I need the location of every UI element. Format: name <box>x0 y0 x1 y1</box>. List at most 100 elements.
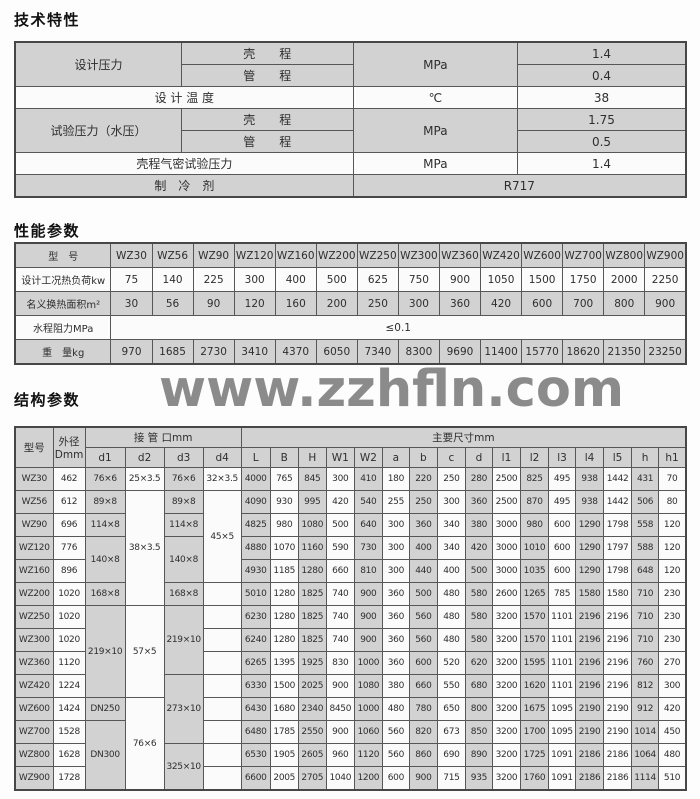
table-cell: 900 <box>353 582 383 606</box>
table-cell: 250 <box>356 291 399 316</box>
table-cell: WZ900 <box>14 766 54 791</box>
table-cell: 89×8 <box>84 490 126 514</box>
table-cell: 900 <box>438 267 482 292</box>
table-cell: 76×6 <box>163 467 204 491</box>
table-cell: 1675 <box>519 697 550 721</box>
header-cell: WZ700 <box>562 242 605 268</box>
table-cell: 400 <box>436 559 466 583</box>
table-cell: 2196 <box>603 674 633 698</box>
table-cell: 2190 <box>575 720 605 744</box>
header-cell: 外径 Dmm <box>52 426 86 468</box>
table-cell: 219×10 <box>163 605 204 675</box>
table-cell: 1580 <box>575 582 605 606</box>
table-cell: 812 <box>631 674 660 698</box>
table-cell: 410 <box>353 467 383 491</box>
table-cell: 1.75 <box>517 108 687 131</box>
table-cell: 1050 <box>480 267 523 292</box>
table-cell: 1725 <box>519 743 550 767</box>
table-cell: 431 <box>631 467 660 491</box>
table-cell: 56 <box>151 291 194 316</box>
table-cell: 1200 <box>353 766 383 791</box>
table-cell: 935 <box>464 766 493 791</box>
table-cell: 7340 <box>356 339 399 365</box>
table-cell: 1570 <box>519 605 550 629</box>
table-cell: 2705 <box>297 766 327 791</box>
table-cell: 45×5 <box>202 490 242 583</box>
table-cell: 520 <box>436 651 466 675</box>
table-cell: 325×10 <box>163 743 204 791</box>
table-cell: 180 <box>381 467 410 491</box>
table-cell: 710 <box>631 605 660 629</box>
table-cell: 660 <box>408 674 438 698</box>
table-cell: 1095 <box>548 697 577 721</box>
table-cell: 740 <box>325 582 355 606</box>
table-cell: 1925 <box>297 651 327 675</box>
table-cell: DN300 <box>84 720 126 791</box>
header-cell: a <box>381 447 410 468</box>
table-cell: 938 <box>575 490 605 514</box>
table-cell: 715 <box>436 766 466 791</box>
table-cell: 510 <box>658 766 687 791</box>
table-cell: 540 <box>353 490 383 514</box>
table-cell: 1020 <box>52 628 86 652</box>
table-cell: 1680 <box>269 697 299 721</box>
table-cell: 75 <box>110 267 153 292</box>
table-cell: ≤0.1 <box>110 315 687 340</box>
table-cell: 3200 <box>491 605 521 629</box>
table-cell: 420 <box>658 697 687 721</box>
table-cell: 1280 <box>269 628 299 652</box>
table-cell: 1424 <box>52 697 86 721</box>
table-cell: 8300 <box>397 339 440 365</box>
table-cell: 765 <box>269 467 299 491</box>
table-cell: 850 <box>464 720 493 744</box>
table-cell: 90 <box>192 291 235 316</box>
perf-grid: 型 号 WZ30 WZ56 WZ90 WZ120 WZ160 WZ200 WZ250 WZ300… <box>14 242 687 365</box>
table-cell: 1.4 <box>517 41 687 65</box>
table-cell: ℃ <box>352 86 519 109</box>
table-cell: 340 <box>436 536 466 560</box>
table-cell: 250 <box>408 490 438 514</box>
table-cell: 810 <box>353 559 383 583</box>
table-cell: 500 <box>408 582 438 606</box>
table-cell: 820 <box>408 720 438 744</box>
table-cell: 270 <box>658 651 687 675</box>
table-cell: 230 <box>658 582 687 606</box>
table-cell: 360 <box>381 582 410 606</box>
table-cell: 4880 <box>240 536 271 560</box>
header-cell: WZ420 <box>480 242 523 268</box>
table-cell: 900 <box>325 720 355 744</box>
header-cell: 主要尺寸mm <box>240 426 687 448</box>
table-cell: 重 量kg <box>14 339 112 365</box>
table-cell: 1091 <box>548 766 577 791</box>
table-cell: 1825 <box>297 605 327 629</box>
table-cell: 360 <box>408 513 438 537</box>
header-cell: h <box>631 447 660 468</box>
table-cell: 1798 <box>603 559 633 583</box>
table-cell: 648 <box>631 559 660 583</box>
struct-grid: 型号 外径 Dmm 接 管 口mm 主要尺寸mm d1 d2 d3 d4 L B H W1 W2 a b c d… <box>14 426 687 791</box>
table-cell: 30 <box>110 291 153 316</box>
table-cell: 1120 <box>353 743 383 767</box>
table-cell: 制 冷 剂 <box>14 174 354 198</box>
table-cell: 1160 <box>297 536 327 560</box>
table-cell: WZ90 <box>14 513 54 537</box>
table-cell: 3200 <box>491 743 521 767</box>
table-cell: 1040 <box>325 766 355 791</box>
table-cell: 1070 <box>269 536 299 560</box>
table-cell: 1785 <box>269 720 299 744</box>
table-cell: 1798 <box>603 513 633 537</box>
table-cell: 600 <box>521 291 564 316</box>
table-cell: 2340 <box>297 697 327 721</box>
table-cell: 250 <box>436 467 466 491</box>
table-cell: 970 <box>110 339 153 365</box>
header-cell: WZ120 <box>233 242 276 268</box>
table-cell: 2250 <box>644 267 687 292</box>
table-cell: 462 <box>52 467 86 491</box>
watermark-text: www.zzhfln.com <box>159 360 625 419</box>
table-cell: 980 <box>519 513 550 537</box>
table-cell: 140×8 <box>84 536 126 583</box>
table-cell: 设 计 温 度 <box>14 86 354 109</box>
header-cell: b <box>408 447 438 468</box>
table-cell: 1700 <box>519 720 550 744</box>
header-cell: d <box>464 447 493 468</box>
